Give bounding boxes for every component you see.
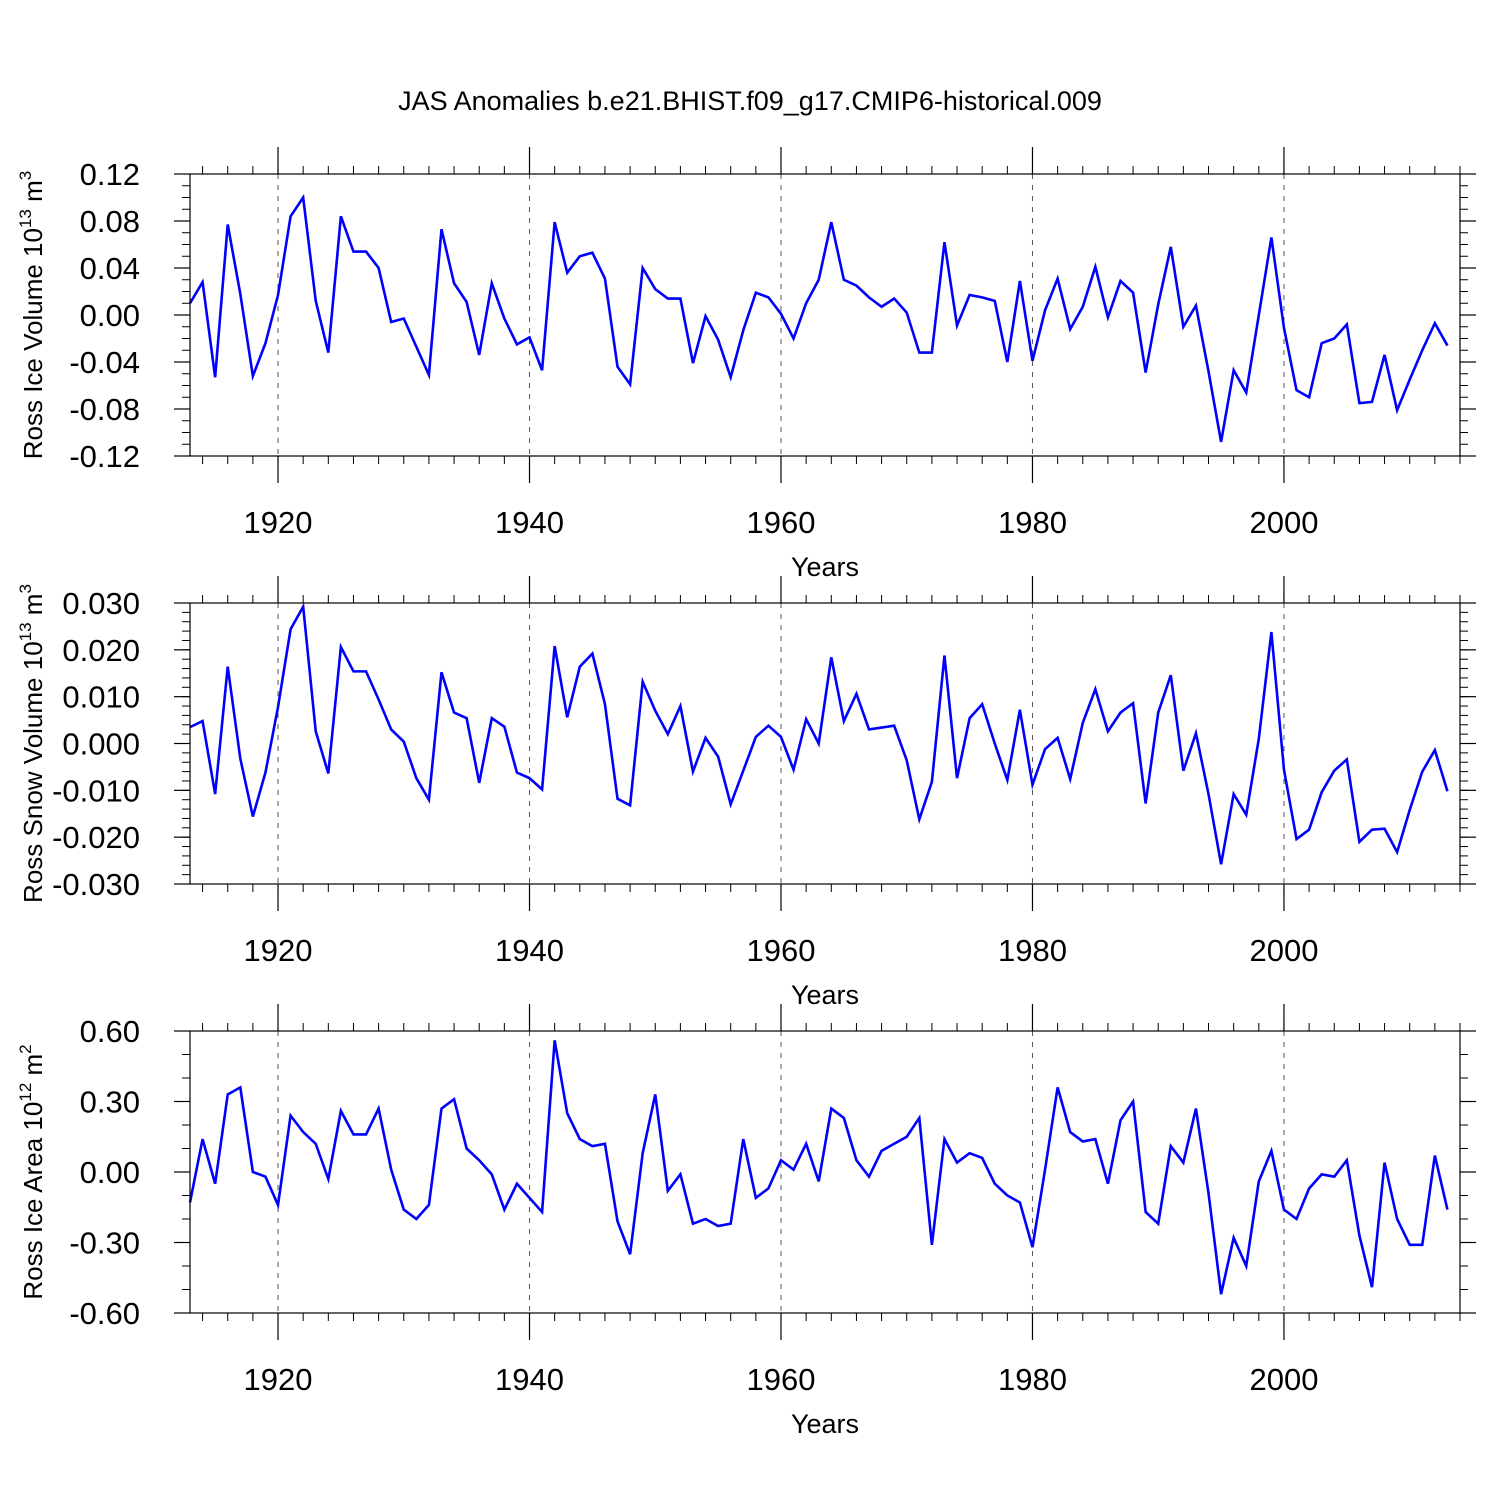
x-axis-label: Years	[791, 552, 859, 582]
y-tick-label: -0.12	[69, 439, 140, 474]
series-line	[188, 1040, 1449, 1295]
y-tick-label: 0.12	[80, 157, 140, 192]
y-axis-label-unit: m	[18, 180, 48, 209]
y-tick-label: -0.04	[69, 345, 140, 380]
y-axis-label: Ross Ice Area 1012 m2	[16, 1044, 48, 1299]
y-axis-label-main: Ross Ice Volume 10	[18, 228, 48, 459]
x-tick-label: 1920	[244, 933, 313, 968]
x-tick-label: 1940	[495, 505, 564, 540]
x-tick-label: 1920	[244, 1362, 313, 1397]
y-tick-label: 0.000	[62, 727, 140, 762]
y-axis-label-unit-exponent: 3	[16, 171, 35, 180]
x-tick-label: 1960	[747, 505, 816, 540]
y-tick-label: 0.030	[62, 586, 140, 621]
y-axis-label: Ross Snow Volume 1013 m3	[16, 584, 48, 903]
y-tick-label: -0.010	[52, 773, 140, 808]
y-axis-label-exponent: 13	[16, 209, 35, 228]
y-axis-label-exponent: 13	[16, 622, 35, 641]
panel-3: -0.60 -0.30 0.00 0.30 0.60 1920 1940 1960 1980 20…	[16, 1004, 1476, 1439]
y-axis-label: Ross Ice Volume 1013 m3	[16, 171, 48, 460]
x-tick-label: 2000	[1249, 933, 1318, 968]
x-axis-label: Years	[791, 980, 859, 1010]
y-tick-label: -0.08	[69, 392, 140, 427]
y-tick-label: 0.00	[80, 1155, 140, 1190]
x-tick-label: 1980	[998, 505, 1067, 540]
y-tick-label: -0.030	[52, 867, 140, 902]
y-axis-label-main: Ross Snow Volume 10	[18, 641, 48, 903]
x-tick-label: 1960	[747, 1362, 816, 1397]
y-tick-label: 0.00	[80, 298, 140, 333]
panel-1: -0.12 -0.08 -0.04 0.00 0.04 0.08 0.12 1920 1940 1…	[16, 147, 1476, 582]
series-line	[189, 602, 1449, 865]
x-tick-label: 1980	[998, 933, 1067, 968]
y-axis-label-exponent: 12	[16, 1083, 35, 1102]
x-tick-label: 1940	[495, 933, 564, 968]
x-tick-label: 1920	[244, 505, 313, 540]
y-axis-label-unit: m	[18, 1054, 48, 1083]
y-tick-label: 0.04	[80, 251, 140, 286]
y-axis-label-unit-exponent: 2	[16, 1044, 35, 1053]
y-tick-label: 0.30	[80, 1085, 140, 1120]
x-tick-label: 1980	[998, 1362, 1067, 1397]
y-axis-label-unit-exponent: 3	[16, 584, 35, 593]
x-tick-label: 2000	[1249, 1362, 1318, 1397]
x-axis-label: Years	[791, 1409, 859, 1439]
plot-frame	[189, 173, 1461, 457]
y-tick-label: -0.60	[69, 1296, 140, 1331]
x-tick-label: 1940	[495, 1362, 564, 1397]
y-tick-label: 0.08	[80, 204, 140, 239]
y-tick-label: 0.60	[80, 1014, 140, 1049]
y-tick-label: -0.020	[52, 820, 140, 855]
plot-frame	[189, 1030, 1461, 1314]
x-tick-label: 2000	[1249, 505, 1318, 540]
series-line	[188, 193, 1449, 443]
y-axis-label-unit: m	[18, 594, 48, 623]
y-axis-label-main: Ross Ice Area 10	[18, 1102, 48, 1300]
chart-title: JAS Anomalies b.e21.BHIST.f09_g17.CMIP6-…	[398, 86, 1102, 116]
y-tick-label: 0.010	[62, 680, 140, 715]
y-tick-label: 0.020	[62, 633, 140, 668]
panel-2: -0.030 -0.020 -0.010 0.000 0.010 0.020 0.030 19…	[16, 576, 1476, 1010]
x-tick-label: 1960	[747, 933, 816, 968]
y-tick-label: -0.30	[69, 1226, 140, 1261]
